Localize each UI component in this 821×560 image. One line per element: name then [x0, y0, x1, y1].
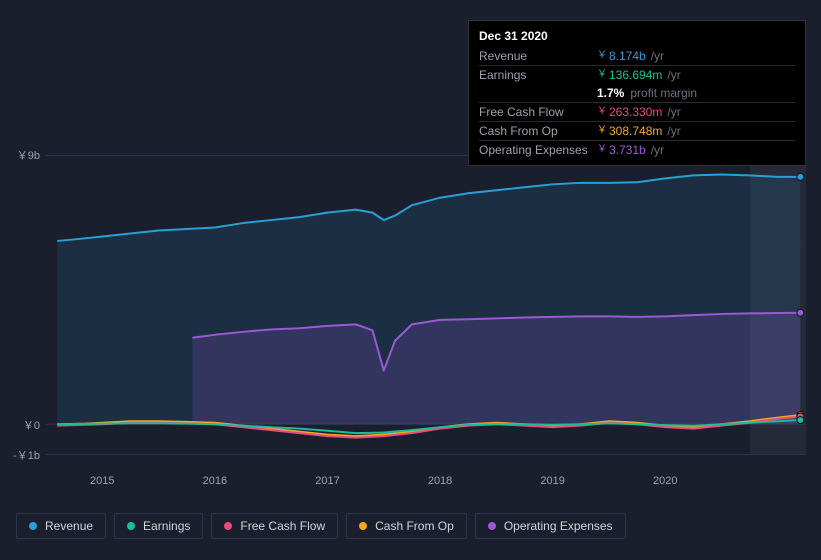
- x-tick: 2018: [428, 475, 452, 487]
- legend-label: Free Cash Flow: [240, 519, 325, 533]
- x-axis: 2015 2016 2017 2018 2019 2020: [46, 475, 806, 495]
- x-tick: 2017: [315, 475, 339, 487]
- legend-dot-icon: [359, 522, 367, 530]
- chart-legend: Revenue Earnings Free Cash Flow Cash From O…: [16, 513, 626, 539]
- legend-item[interactable]: Revenue: [16, 513, 106, 539]
- legend-label: Cash From Op: [375, 519, 454, 533]
- legend-dot-icon: [224, 522, 232, 530]
- series-end-dot: [797, 417, 804, 424]
- y-tick: -￥1b: [13, 447, 40, 463]
- chart-container: Dec 31 2020 Revenue￥8.174b/yrEarnings￥13…: [0, 0, 821, 560]
- tooltip-row: Free Cash Flow￥263.330m/yr: [479, 102, 795, 121]
- legend-label: Operating Expenses: [504, 519, 613, 533]
- legend-label: Earnings: [143, 519, 190, 533]
- legend-item[interactable]: Cash From Op: [346, 513, 467, 539]
- legend-dot-icon: [29, 522, 37, 530]
- plot-area[interactable]: [46, 155, 806, 455]
- tooltip-row: Earnings￥136.694m/yr: [479, 65, 795, 84]
- legend-item[interactable]: Free Cash Flow: [211, 513, 338, 539]
- x-tick: 2016: [203, 475, 227, 487]
- tooltip-row: Operating Expenses￥3.731b/yr: [479, 140, 795, 159]
- x-tick: 2015: [90, 475, 114, 487]
- chart-tooltip: Dec 31 2020 Revenue￥8.174b/yrEarnings￥13…: [468, 20, 806, 166]
- y-tick: ￥9b: [17, 147, 40, 163]
- tooltip-title: Dec 31 2020: [479, 27, 795, 47]
- legend-dot-icon: [127, 522, 135, 530]
- y-tick: ￥0: [23, 417, 40, 433]
- legend-item[interactable]: Earnings: [114, 513, 203, 539]
- legend-dot-icon: [488, 522, 496, 530]
- legend-label: Revenue: [45, 519, 93, 533]
- series-end-dot: [797, 173, 804, 180]
- financials-chart[interactable]: ￥9b￥0-￥1b 201520162017201820192020: [16, 155, 806, 505]
- tooltip-row: .1.7%profit margin: [479, 84, 795, 102]
- tooltip-row: Cash From Op￥308.748m/yr: [479, 121, 795, 140]
- legend-item[interactable]: Operating Expenses: [475, 513, 626, 539]
- series-end-dot: [797, 309, 804, 316]
- x-tick: 2019: [540, 475, 564, 487]
- x-tick: 2020: [653, 475, 677, 487]
- tooltip-row: Revenue￥8.174b/yr: [479, 47, 795, 65]
- y-axis: ￥9b￥0-￥1b: [16, 155, 44, 465]
